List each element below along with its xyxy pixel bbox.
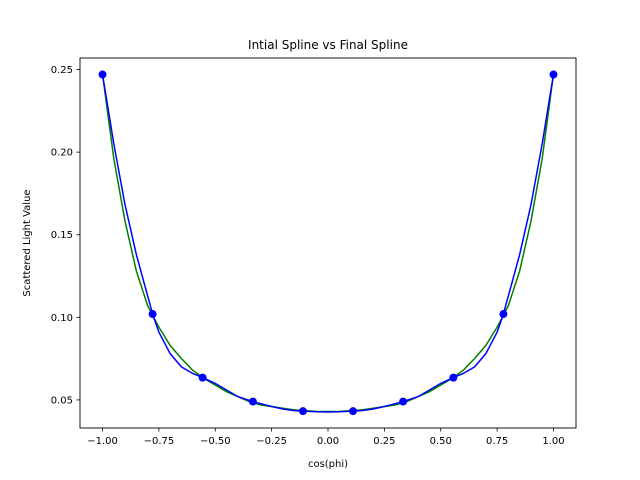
plot-frame [79,57,577,429]
data-point [298,407,307,416]
data-point [248,397,257,406]
data-point [98,70,107,79]
x-tick-label: 0.25 [373,436,395,447]
y-tick-label: 0.15 [51,230,73,241]
x-tick-label: 0.50 [430,436,452,447]
data-point [349,407,358,416]
y-tick-label: 0.25 [51,65,73,76]
y-axis-ticks: 0.05 0.10 0.15 0.20 0.25 [51,65,80,406]
data-point [198,373,207,382]
x-tick-label: 0.75 [486,436,508,447]
chart-title: Intial Spline vs Final Spline [248,38,408,52]
data-point [499,310,508,319]
y-axis-label: Scattered Light Value [22,189,33,296]
x-tick-label: 1.00 [542,436,564,447]
y-tick-label: 0.20 [51,148,73,159]
x-tick-label: −0.25 [256,436,287,447]
plot-markers [98,70,558,416]
x-tick-label: −0.50 [200,436,231,447]
y-tick-label: 0.10 [51,313,73,324]
y-tick-label: 0.05 [51,395,73,406]
data-point [148,310,157,319]
series-line-1 [101,74,555,413]
x-tick-label: 0.00 [317,436,339,447]
series-line-2 [101,74,555,413]
data-point [399,397,408,406]
x-axis-label: cos(phi) [308,459,348,470]
x-tick-label: −0.75 [144,436,175,447]
x-axis-ticks: −1.00 −0.75 −0.50 −0.25 0.00 0.25 0.50 0.75 1.00 [87,428,565,447]
data-point [549,70,558,79]
plot-lines [101,74,555,413]
x-tick-label: −1.00 [87,436,118,447]
data-point [449,373,458,382]
